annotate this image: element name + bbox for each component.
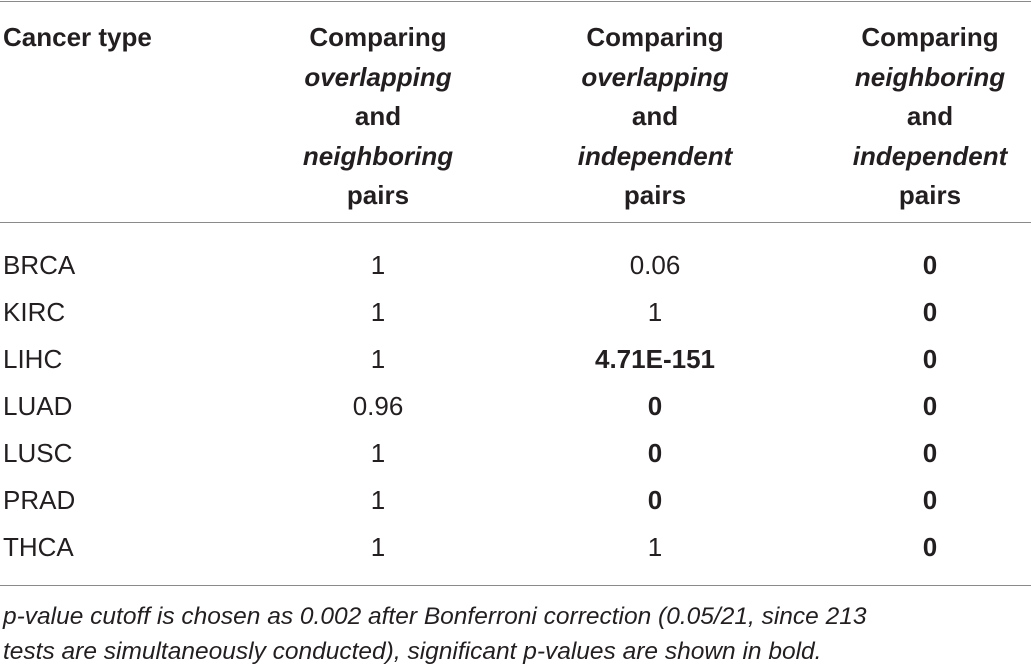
table-cell: 1: [370, 250, 386, 280]
header-cell: pairs: [346, 180, 410, 210]
table-cell: 0: [922, 438, 938, 468]
table-cell: 0: [922, 391, 938, 421]
table-cell: 1: [647, 297, 663, 327]
table-cell: 0: [922, 485, 938, 515]
header-cell: overlapping: [304, 61, 452, 92]
header-cell: and: [354, 101, 402, 131]
header-cell: independent: [577, 140, 733, 171]
table-cell: 0: [922, 297, 938, 327]
table-cell: 0.06: [629, 250, 681, 280]
row-label: THCA: [3, 532, 74, 562]
header-cell: and: [906, 101, 954, 131]
row-label: PRAD: [3, 485, 76, 515]
table-cell: 0: [922, 344, 938, 374]
table-cell: 0: [647, 391, 663, 421]
header-cell: overlapping: [581, 61, 729, 92]
table-cell: 1: [370, 485, 386, 515]
table-cell: 0.96: [352, 391, 404, 421]
table-cell: 1: [370, 532, 386, 562]
header-cell: pairs: [623, 180, 687, 210]
table-cell: 1: [370, 344, 386, 374]
table-cell: 1: [370, 438, 386, 468]
header-cell: neighboring: [854, 61, 1006, 92]
table-cell: 4.71E-151: [595, 344, 715, 374]
footnote: tests are simultaneously conducted), sig…: [3, 638, 822, 665]
header-rule: [0, 222, 1031, 223]
header-cell: neighboring: [302, 140, 454, 171]
table-cell: 0: [922, 250, 938, 280]
top-rule: [0, 1, 1031, 2]
row-label: LIHC: [3, 344, 63, 374]
header-cell: independent: [852, 140, 1008, 171]
bottom-rule: [0, 585, 1031, 586]
table-cell: 1: [370, 297, 386, 327]
header-cell: Comparing: [309, 22, 447, 52]
table-cell: 0: [647, 485, 663, 515]
table-cell: 0: [922, 532, 938, 562]
header-cell: and: [631, 101, 679, 131]
header-cell: pairs: [898, 180, 962, 210]
row-label: KIRC: [3, 297, 66, 327]
header-cell: Comparing: [861, 22, 999, 52]
header-cell: Cancer type: [3, 22, 152, 52]
row-label: BRCA: [3, 250, 76, 280]
row-label: LUSC: [3, 438, 73, 468]
header-cell: Comparing: [586, 22, 724, 52]
row-label: LUAD: [3, 391, 73, 421]
table-cell: 0: [647, 438, 663, 468]
table-cell: 1: [647, 532, 663, 562]
footnote: p-value cutoff is chosen as 0.002 after …: [3, 603, 867, 630]
